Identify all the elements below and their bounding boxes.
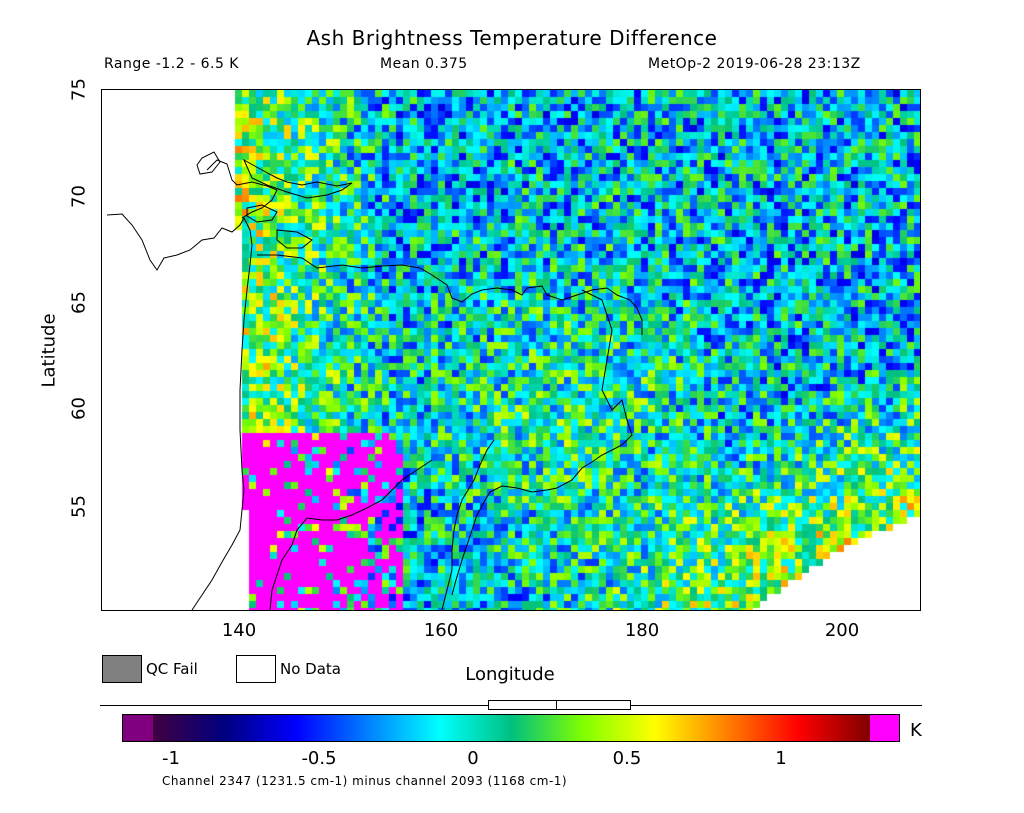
coastline-severnaya-zemlya [242, 158, 353, 199]
coastline-laptev [257, 254, 643, 335]
coastline-taymyr [206, 159, 278, 219]
coastline-kamchatka [441, 439, 495, 610]
no-data-label: No Data [280, 660, 341, 678]
coastline-chukotka [451, 289, 633, 596]
x-tick-200: 200 [824, 620, 860, 641]
mean-marker-line [556, 700, 557, 710]
satellite-time-text: MetOp-2 2019-06-28 23:13Z [648, 56, 861, 72]
colorbar-gradient [153, 715, 870, 741]
y-tick-60: 60 [68, 397, 90, 420]
mean-text: Mean 0.375 [380, 56, 468, 72]
colorbar-overflow [870, 715, 899, 741]
x-axis-label: Longitude [465, 664, 555, 685]
channel-caption: Channel 2347 (1231.5 cm-1) minus channel… [162, 774, 568, 788]
cb-tick-0-5: 0.5 [612, 748, 642, 769]
qc-fail-label: QC Fail [146, 660, 198, 678]
chart-title: Ash Brightness Temperature Difference [306, 26, 718, 50]
cb-tick-1: 1 [775, 748, 787, 769]
coastline-okhotsk [269, 459, 433, 610]
coastline-island-1 [246, 204, 278, 223]
no-data-swatch [236, 655, 276, 683]
x-tick-160: 160 [423, 620, 459, 641]
y-tick-65: 65 [68, 291, 90, 314]
btd-swath-map [102, 90, 920, 610]
map-plot[interactable] [101, 89, 921, 611]
x-tick-140: 140 [221, 620, 257, 641]
qc-fail-swatch [102, 655, 142, 683]
coastline-overlay [106, 151, 643, 610]
y-tick-70: 70 [68, 185, 90, 208]
cb-tick-0: 0 [467, 748, 479, 769]
y-tick-55: 55 [68, 495, 90, 518]
coastline-island-2 [276, 229, 313, 249]
colorbar-unit: K [910, 720, 922, 741]
coastline-west [106, 213, 253, 610]
coastline-islands-north [196, 151, 221, 175]
colorbar [122, 714, 900, 742]
colorbar-underflow [123, 715, 153, 741]
y-tick-75: 75 [68, 78, 90, 101]
cb-tick-neg0-5: -0.5 [301, 748, 337, 769]
range-text: Range -1.2 - 6.5 K [104, 56, 239, 72]
cb-tick-neg1: -1 [162, 748, 180, 769]
mean-range-marker [488, 700, 631, 710]
x-tick-180: 180 [624, 620, 660, 641]
y-axis-label: Latitude [38, 313, 60, 388]
